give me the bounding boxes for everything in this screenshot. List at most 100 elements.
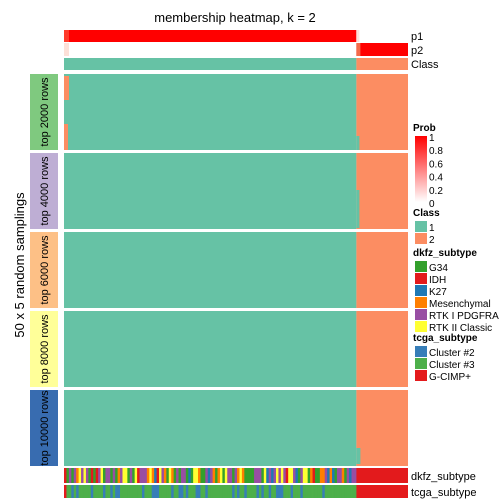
tcga-subtype-cell: [327, 485, 330, 498]
tcga-subtype-cell: [159, 485, 162, 498]
dkfz-legend-swatch: [415, 261, 427, 272]
tcga-subtype-cell: [105, 485, 109, 498]
class-track-1: [64, 58, 357, 70]
dkfz-subtype-cell: [146, 468, 150, 483]
tcga-subtype-cell: [353, 485, 357, 498]
tcga-subtype-cell: [98, 485, 101, 498]
dkfz-subtype-cell: [334, 468, 338, 483]
dkfz-subtype-cell: [190, 468, 194, 483]
heatmap-sliver-split: [356, 190, 360, 228]
bottom-track-label-dkfz-subtype: dkfz_subtype: [411, 471, 476, 483]
dkfz-legend-swatch: [415, 321, 427, 332]
tcga-subtype-cell: [295, 485, 299, 498]
tcga-subtype-cell: [329, 485, 333, 498]
tcga-subtype-cell: [244, 485, 248, 498]
dkfz-subtype-cell: [305, 468, 309, 483]
dkfz-subtype-cell: [295, 468, 299, 483]
dkfz-subtype-cell: [217, 468, 221, 483]
tcga-subtype-cell: [293, 485, 296, 498]
tcga-subtype-cell: [200, 485, 204, 498]
tcga-subtype-cell: [146, 485, 150, 498]
prob-tick-label: 0.6: [429, 159, 443, 170]
legend: Prob10.80.60.40.20Class12dkfz_subtypeG34…: [413, 123, 499, 383]
dkfz-subtype-cell: [207, 468, 211, 483]
tcga-subtype-cell: [166, 485, 170, 498]
tcga-subtype-cell: [83, 485, 87, 498]
tcga-subtype-cell: [139, 485, 143, 498]
tcga-subtype-cell: [319, 485, 323, 498]
dkfz-subtype-cell: [273, 468, 277, 483]
dkfz-subtype-cell: [159, 468, 162, 483]
dkfz-subtype-cell: [310, 468, 313, 483]
tcga-subtype-cell: [219, 485, 223, 498]
tcga-subtype-cell: [66, 485, 70, 498]
tcga-subtype-cell: [351, 485, 355, 498]
dkfz-subtype-cell: [215, 468, 218, 483]
row-group-bar: [30, 311, 58, 387]
dkfz-subtype-cell: [344, 468, 348, 483]
dkfz-subtype-cell: [239, 468, 243, 483]
dkfz-subtype-cell: [336, 468, 340, 483]
tcga-subtype-cell: [234, 485, 238, 498]
class-legend-swatch: [415, 221, 427, 232]
tcga-subtype-cell: [258, 485, 262, 498]
dkfz-subtype-cell: [314, 468, 318, 483]
legend-title-class: Class: [413, 208, 440, 219]
dkfz-subtype-cell: [266, 468, 270, 483]
p2-track-class1: [64, 43, 357, 56]
dkfz-subtype-cell: [149, 468, 153, 483]
tcga-subtype-cell: [227, 485, 231, 498]
tcga-subtype-cell: [102, 485, 106, 498]
dkfz-subtype-cell: [166, 468, 170, 483]
tcga-subtype-cell: [132, 485, 136, 498]
dkfz-legend-swatch: [415, 297, 427, 308]
dkfz-subtype-cell: [261, 468, 265, 483]
prob-tick-label: 0.8: [429, 146, 443, 157]
tcga-subtype-cell: [198, 485, 201, 498]
tcga-subtype-cell: [190, 485, 194, 498]
tcga-subtype-cell: [312, 485, 316, 498]
dkfz-subtype-cell: [137, 468, 140, 483]
dkfz-subtype-cell: [151, 468, 155, 483]
tcga-subtype-cell: [224, 485, 228, 498]
tcga-subtype-cell: [339, 485, 343, 498]
dkfz-subtype-cell: [98, 468, 101, 483]
tcga-subtype-cell: [251, 485, 255, 498]
dkfz-subtype-cell: [122, 468, 126, 483]
p1-track-class1: [64, 30, 357, 42]
tcga-subtype-cell: [344, 485, 348, 498]
p1-track-mixed: [356, 30, 360, 42]
tcga-subtype-cell: [241, 485, 245, 498]
tcga-subtype-cell: [178, 485, 182, 498]
heatmap-block-class2: [356, 74, 408, 150]
dkfz-subtype-cell: [324, 468, 328, 483]
tcga-subtype-cell: [149, 485, 153, 498]
dkfz-subtype-cell: [237, 468, 240, 483]
dkfz-subtype-cell: [263, 468, 267, 483]
dkfz-subtype-cell: [351, 468, 355, 483]
dkfz-subtype-cell: [285, 468, 289, 483]
dkfz-subtype-cell: [329, 468, 333, 483]
dkfz-subtype-cell: [66, 468, 70, 483]
dkfz-subtype-cell: [219, 468, 223, 483]
tcga-subtype-cell: [256, 485, 260, 498]
tcga-subtype-cell: [71, 485, 75, 498]
dkfz-subtype-cell: [107, 468, 111, 483]
tcga-legend-label: Cluster #2: [429, 348, 475, 359]
tcga-subtype-cell: [64, 485, 67, 498]
heatmap-sliver-left: [64, 76, 69, 100]
dkfz-legend-swatch: [415, 309, 427, 320]
dkfz-subtype-cell: [188, 468, 192, 483]
tcga-subtype-cell: [205, 485, 209, 498]
tcga-subtype-cell: [93, 485, 97, 498]
legend-title-dkfz-subtype: dkfz_subtype: [413, 248, 477, 259]
tcga-subtype-cell: [317, 485, 321, 498]
tcga-subtype-cell: [95, 485, 99, 498]
dkfz-subtype-cell: [168, 468, 172, 483]
class-legend-swatch: [415, 233, 427, 244]
tcga-subtype-cell: [137, 485, 140, 498]
tcga-subtype-cell: [307, 485, 311, 498]
tcga-subtype-cell: [210, 485, 214, 498]
tcga-subtype-cell: [297, 485, 301, 498]
